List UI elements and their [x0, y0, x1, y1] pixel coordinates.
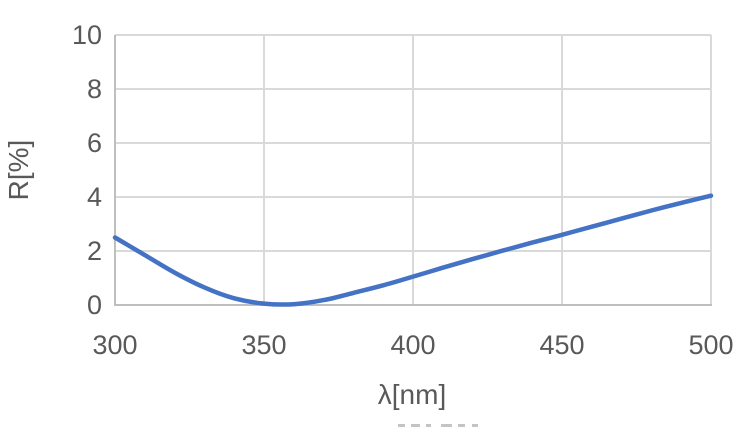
cropped-text-fragment	[472, 424, 478, 427]
y-axis-title: R[%]	[3, 140, 34, 201]
x-tick-label: 400	[390, 330, 435, 360]
cropped-text-fragment	[398, 424, 405, 427]
reflectance-curve	[112, 193, 714, 307]
cropped-text-fragment	[411, 424, 420, 427]
y-tick-label: 8	[87, 74, 102, 104]
y-tick-label: 2	[87, 236, 102, 266]
cropped-text-fragment	[458, 424, 465, 427]
y-tick-label: 10	[72, 20, 102, 50]
y-tick-label: 4	[87, 182, 102, 212]
y-tick-label: 0	[87, 290, 102, 320]
x-tick-label: 300	[92, 330, 137, 360]
x-tick-label: 450	[539, 330, 584, 360]
x-tick-label: 500	[688, 330, 733, 360]
cropped-text-fragment	[426, 424, 431, 427]
cropped-text-fragment	[441, 424, 452, 427]
y-tick-label: 6	[87, 128, 102, 158]
x-tick-label: 350	[241, 330, 286, 360]
x-axis-title: λ[nm]	[378, 379, 446, 410]
